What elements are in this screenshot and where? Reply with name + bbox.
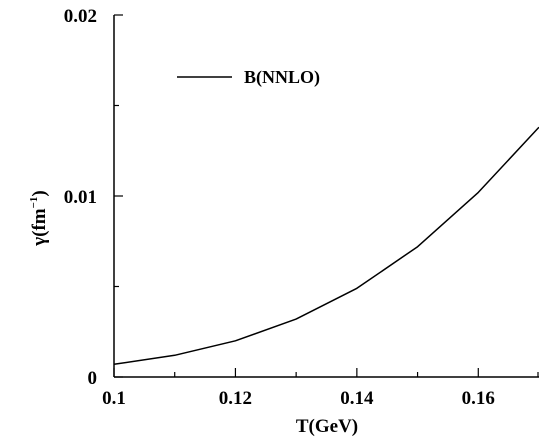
legend: B(NNLO) xyxy=(177,67,320,88)
legend-label-b-nnlo: B(NNLO) xyxy=(244,67,320,88)
y-axis-label-close: ) xyxy=(29,190,50,196)
y-axis-label-superscript: −1 xyxy=(28,197,40,209)
y-axis-label-main: γ(fm xyxy=(29,208,50,247)
ticks xyxy=(113,14,539,378)
y-tick-label: 0 xyxy=(88,368,98,389)
series-lines xyxy=(113,126,539,366)
series-line-b-nnlo xyxy=(113,126,539,366)
y-axis-label: γ(fm−1) xyxy=(28,190,50,246)
x-axis-label: T(GeV) xyxy=(296,416,358,437)
x-tick-label: 0.14 xyxy=(340,388,374,409)
x-tick-label: 0.1 xyxy=(102,388,126,409)
tick-labels: 0.1 0.12 0.14 0.16 0 0.01 0.02 xyxy=(64,6,495,409)
x-tick-label: 0.12 xyxy=(219,388,252,409)
y-tick-label: 0.02 xyxy=(64,6,97,27)
x-tick-label: 0.16 xyxy=(462,388,495,409)
y-tick-label: 0.01 xyxy=(64,187,97,208)
